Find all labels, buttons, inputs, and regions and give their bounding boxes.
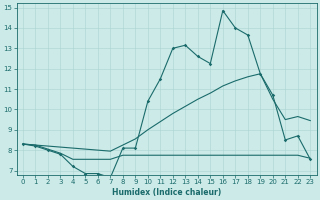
X-axis label: Humidex (Indice chaleur): Humidex (Indice chaleur) <box>112 188 221 197</box>
